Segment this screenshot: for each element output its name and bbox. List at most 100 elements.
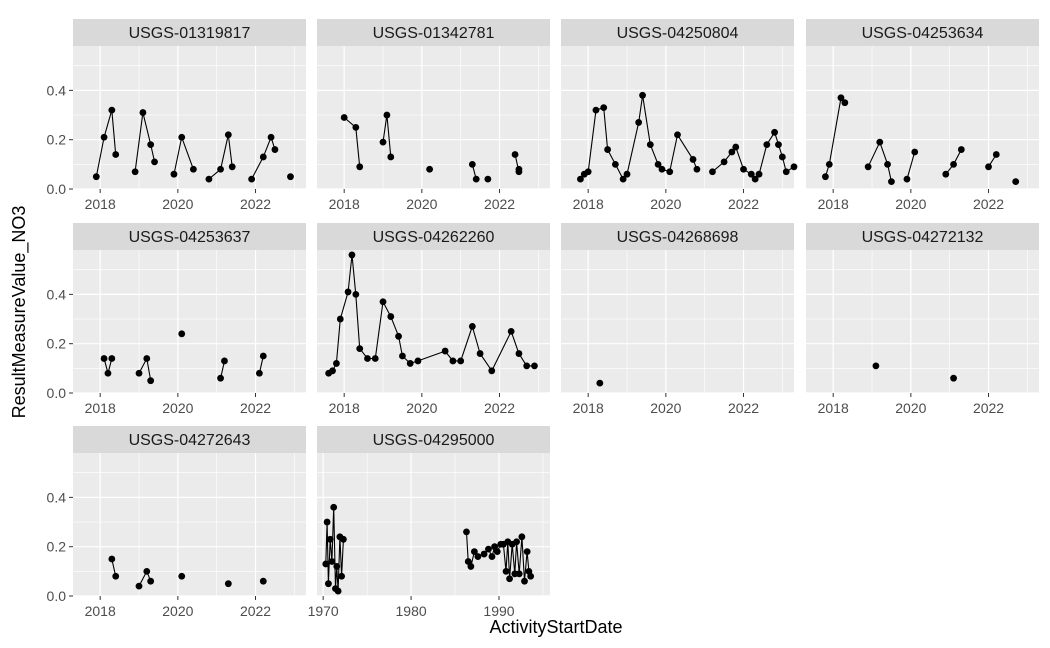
x-tick-label: 2022 [484, 400, 515, 416]
data-point [513, 538, 520, 546]
data-point [709, 168, 716, 176]
data-point [1012, 178, 1020, 186]
data-point [256, 369, 263, 377]
y-tick-label: 0.2 [47, 132, 67, 148]
y-tick-label: 0.4 [47, 82, 67, 98]
data-point [771, 128, 778, 136]
data-point [112, 572, 120, 580]
data-point [100, 355, 108, 362]
data-point [502, 567, 510, 575]
data-point [957, 146, 965, 153]
data-point [732, 143, 740, 151]
x-tick-label: 2020 [162, 196, 193, 212]
data-point [693, 165, 701, 173]
data-point [747, 170, 755, 178]
data-point [658, 165, 666, 173]
x-tick-label: 1990 [483, 603, 514, 619]
data-point [399, 352, 406, 360]
data-point [488, 553, 496, 560]
data-point [147, 377, 155, 385]
data-point [751, 175, 759, 183]
data-point [395, 332, 402, 340]
facet-strip [561, 223, 794, 250]
series-line [328, 254, 535, 374]
facet-strip [317, 426, 550, 453]
series-line [325, 507, 344, 592]
data-point [326, 535, 334, 543]
data-point [387, 313, 395, 320]
facet-strip [73, 19, 306, 46]
data-point [790, 163, 798, 171]
data-point [457, 357, 465, 365]
x-axis-title: ActivityStartDate [489, 617, 622, 637]
y-tick-label: 0.4 [47, 286, 67, 302]
data-point [577, 175, 584, 183]
data-point [330, 503, 338, 511]
data-point [259, 153, 267, 161]
data-point [379, 298, 387, 306]
panel-background [561, 46, 794, 189]
data-point [356, 345, 364, 353]
data-point [623, 170, 631, 178]
panel-background [806, 250, 1039, 393]
series-line [208, 134, 233, 180]
data-point [468, 160, 476, 168]
panel-background [806, 46, 1039, 189]
data-point [178, 330, 186, 338]
data-point [151, 158, 158, 166]
data-point [527, 572, 535, 580]
data-point [108, 355, 116, 362]
data-point [942, 170, 950, 178]
data-point [507, 327, 515, 335]
data-point [287, 173, 294, 181]
panel-background [73, 46, 306, 189]
data-point [329, 367, 336, 375]
facet-label: USGS-04262260 [373, 229, 495, 246]
facet-label: USGS-01319817 [129, 25, 251, 42]
data-point [323, 518, 331, 526]
data-point [740, 165, 747, 173]
data-point [322, 560, 330, 568]
data-point [674, 131, 681, 139]
facet-strip [73, 426, 306, 453]
data-point [782, 168, 790, 176]
data-point [511, 151, 519, 158]
panel-background [73, 250, 306, 393]
data-point [654, 160, 662, 168]
facet-label: USGS-04268698 [617, 229, 739, 246]
facet-strip [806, 223, 1039, 250]
panel-background [317, 250, 550, 393]
x-tick-label: 2022 [728, 400, 759, 416]
y-tick-label: 0.2 [47, 336, 67, 352]
data-point [178, 133, 186, 141]
facet-strip [73, 223, 306, 250]
x-tick-label: 2020 [650, 196, 681, 212]
data-point [224, 580, 232, 588]
data-point [666, 168, 674, 176]
x-tick-label: 2018 [818, 196, 849, 212]
data-point [604, 146, 611, 153]
data-point [619, 175, 627, 183]
data-point [100, 133, 108, 141]
data-point [470, 548, 478, 556]
facet-strip [317, 19, 550, 46]
data-point [888, 178, 895, 186]
data-point [333, 360, 340, 367]
data-point [876, 138, 884, 146]
data-point [221, 357, 228, 365]
data-point [822, 173, 829, 181]
x-tick-label: 2018 [329, 196, 360, 212]
data-point [139, 109, 147, 116]
data-point [506, 575, 513, 583]
data-point [515, 165, 523, 173]
data-point [728, 148, 736, 156]
facet-label: USGS-04272132 [862, 229, 984, 246]
data-point [531, 362, 538, 370]
x-tick-label: 2020 [895, 400, 926, 416]
x-tick-label: 2022 [240, 400, 271, 416]
data-point [340, 114, 348, 121]
panel-background [73, 453, 306, 596]
data-point [170, 170, 178, 178]
data-point [720, 158, 728, 166]
